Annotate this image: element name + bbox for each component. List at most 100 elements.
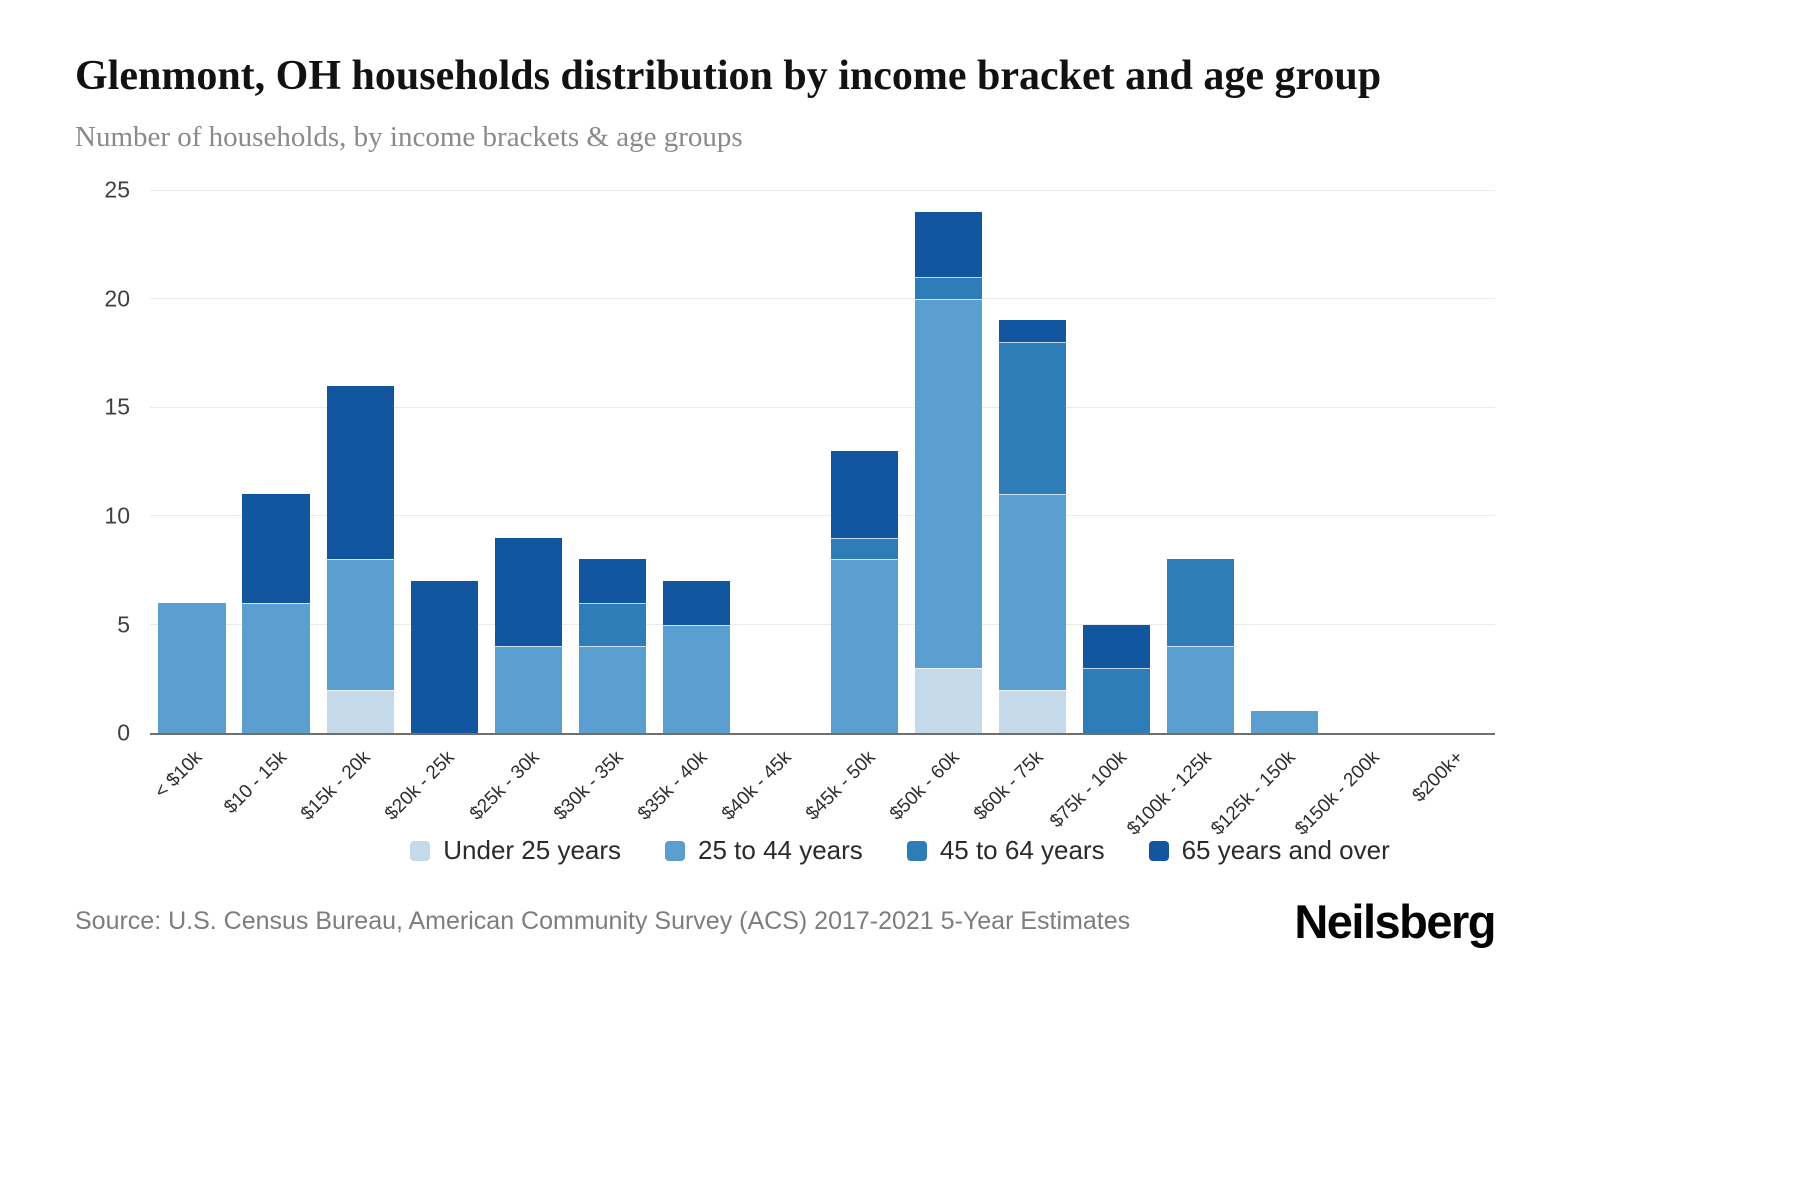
category-slot: $40k - 45k [718, 190, 822, 825]
stacked-bar[interactable] [326, 385, 394, 734]
category-slot: $25k - 30k [466, 190, 570, 825]
bar-segment[interactable] [914, 211, 983, 277]
stacked-bar[interactable] [410, 581, 478, 734]
gridline [150, 298, 1495, 300]
category-slot: $20k - 25k [381, 190, 486, 825]
category-slot: $60k - 75k [970, 190, 1075, 825]
stacked-bar[interactable] [999, 320, 1067, 734]
bar-segment[interactable] [326, 559, 394, 690]
bar-segment[interactable] [578, 559, 646, 603]
category-slot: $15k - 20k [297, 190, 402, 825]
y-axis-tick-label: 0 [117, 719, 130, 746]
stacked-bar[interactable] [494, 537, 562, 734]
footer: Source: U.S. Census Bureau, American Com… [75, 894, 1496, 949]
bar-segment[interactable] [999, 689, 1067, 734]
x-axis-tick-label: $45k - 50k [801, 747, 880, 825]
category-slot: $45k - 50k [802, 190, 907, 825]
x-axis-tick-label: $15k - 20k [297, 747, 376, 825]
bar-segment[interactable] [494, 646, 562, 734]
legend-swatch [665, 840, 686, 861]
legend-label: Under 25 years [443, 835, 622, 866]
bar-segment[interactable] [578, 646, 646, 734]
x-axis-tick-label: $60k - 75k [969, 747, 1048, 825]
category-slot: $75k - 100k [1047, 190, 1159, 832]
legend-swatch [906, 840, 927, 861]
bar-segment[interactable] [999, 494, 1067, 690]
x-axis-tick-label: $10 - 15k [220, 747, 291, 818]
stacked-bar[interactable] [158, 602, 226, 734]
bar-segment[interactable] [326, 689, 394, 734]
legend-item[interactable]: 45 to 64 years [906, 835, 1105, 866]
chart-subtitle: Number of households, by income brackets… [75, 121, 743, 154]
bar-segment[interactable] [914, 277, 983, 299]
legend-item[interactable]: 65 years and over [1148, 835, 1390, 866]
category-slot: $100k - 125k [1123, 190, 1243, 840]
source-note: Source: U.S. Census Bureau, American Com… [75, 907, 1131, 936]
bar-segment[interactable] [494, 537, 562, 647]
x-axis-tick-label: $150k - 200k [1291, 747, 1384, 840]
stacked-bar[interactable] [1167, 559, 1235, 734]
x-axis-tick-label: $100k - 125k [1123, 747, 1216, 840]
x-axis-tick-label: $50k - 60k [885, 747, 964, 825]
legend-item[interactable]: Under 25 years [410, 835, 621, 866]
stacked-bar[interactable] [242, 494, 310, 734]
stacked-bar-chart: 0 5 10 15 20 25 < $10k $10 - 15k $15k - 20k $20k … [104, 177, 1725, 840]
x-axis-tick-label: $125k - 150k [1207, 747, 1300, 840]
gridline [150, 189, 1495, 191]
bar-segment[interactable] [999, 342, 1067, 495]
legend-item[interactable]: 25 to 44 years [665, 835, 863, 866]
category-slot: $150k - 200k [1291, 190, 1411, 840]
bar-segment[interactable] [242, 494, 310, 603]
x-axis-tick-label: $35k - 40k [633, 747, 712, 825]
stacked-bar[interactable] [830, 450, 899, 734]
x-axis-tick-label: $30k - 35k [549, 747, 628, 825]
plot-area: 0 5 10 15 20 25 < $10k $10 - 15k $15k - 20k $20k … [104, 177, 1495, 840]
legend-label: 65 years and over [1181, 835, 1390, 866]
stacked-bar[interactable] [914, 211, 983, 734]
category-slot: $35k - 40k [634, 190, 738, 825]
bar-segment[interactable] [326, 385, 394, 560]
bar-segment[interactable] [158, 602, 226, 734]
stacked-bar[interactable] [578, 559, 646, 734]
brand-logo: Neilsberg [1294, 895, 1496, 949]
bar-segment[interactable] [1167, 646, 1235, 734]
bar-segment[interactable] [914, 298, 983, 668]
gridline [150, 515, 1495, 517]
stacked-bar[interactable] [1251, 711, 1319, 734]
bar-segment[interactable] [1083, 624, 1151, 668]
bar-segment[interactable] [242, 602, 310, 734]
legend-label: 45 to 64 years [939, 835, 1105, 866]
bar-segment[interactable] [830, 537, 899, 560]
category-slot: $30k - 35k [550, 190, 654, 825]
bar-segment[interactable] [1167, 559, 1235, 647]
stacked-bar[interactable] [1083, 624, 1151, 734]
bar-segment[interactable] [662, 581, 731, 625]
bar-segment[interactable] [914, 667, 983, 734]
gridline [150, 406, 1495, 408]
y-axis-tick-label: 25 [104, 176, 130, 203]
category-slot: $125k - 150k [1207, 190, 1327, 840]
category-slot: $10 - 15k [220, 190, 318, 818]
y-axis-tick-label: 20 [104, 285, 130, 312]
bar-segment[interactable] [830, 559, 899, 734]
bar-segment[interactable] [578, 602, 646, 647]
x-axis-tick-label: $40k - 45k [717, 747, 796, 825]
x-axis-tick-label: < $10k [151, 747, 207, 803]
bar-segment[interactable] [1083, 667, 1151, 734]
category-slot: $200k+ [1409, 190, 1495, 806]
y-axis-tick-label: 15 [104, 393, 130, 420]
x-axis-tick-label: $200k+ [1408, 747, 1468, 807]
legend-label: 25 to 44 years [698, 835, 863, 866]
stacked-bar[interactable] [662, 581, 731, 734]
x-axis-tick-label: $20k - 25k [381, 747, 460, 825]
bar-segment[interactable] [410, 581, 478, 734]
bar-segment[interactable] [830, 450, 899, 538]
x-axis-tick-label: $75k - 100k [1046, 747, 1132, 833]
bar-segment[interactable] [999, 320, 1067, 343]
chart-title: Glenmont, OH households distribution by … [75, 53, 1382, 99]
y-axis-tick-label: 5 [117, 611, 130, 637]
y-axis-tick-label: 10 [104, 502, 130, 529]
bar-segment[interactable] [1251, 711, 1319, 734]
bar-segment[interactable] [662, 624, 731, 734]
